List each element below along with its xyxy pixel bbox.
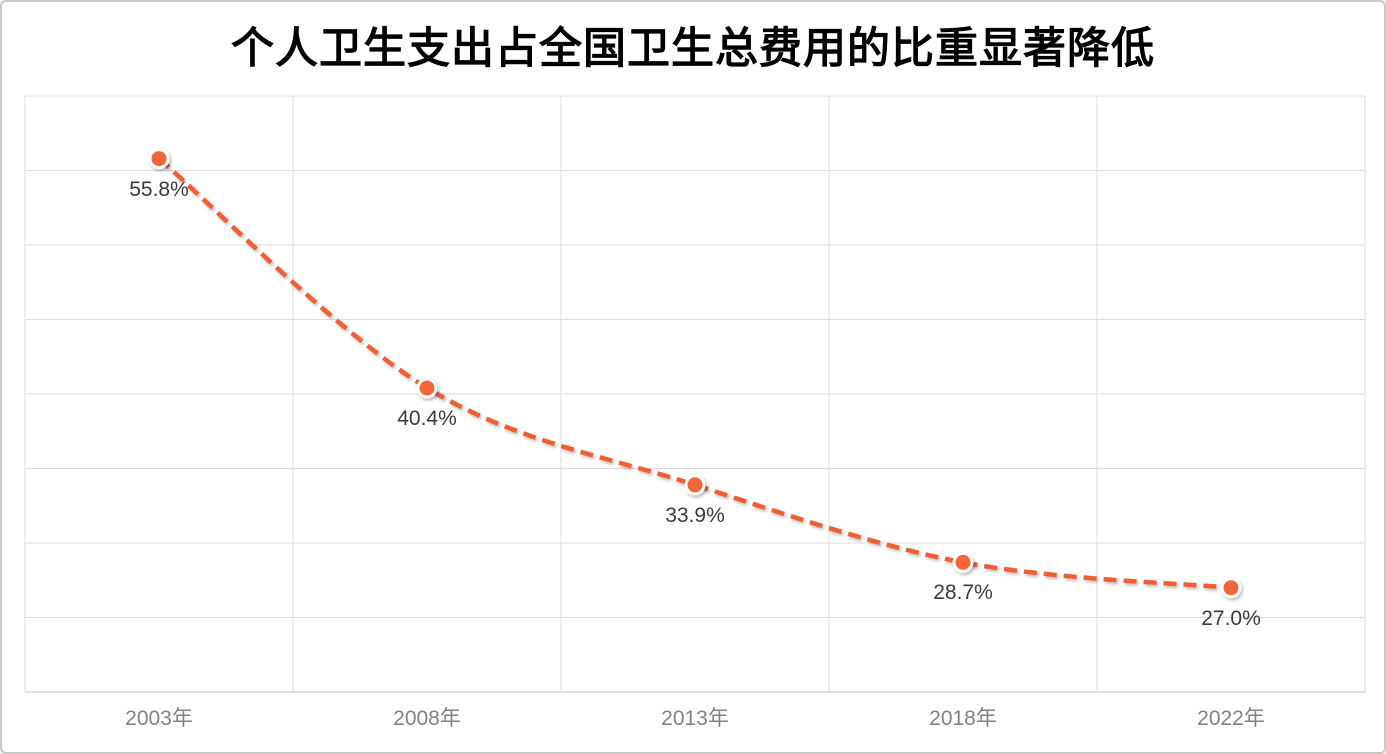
plot-area: 55.8% 40.4% 33.9% 28.7% 27.0% — [24, 95, 1366, 693]
data-label: 27.0% — [1201, 606, 1261, 630]
line-chart-svg — [24, 95, 1366, 693]
x-axis-tick-label: 2013年 — [661, 707, 729, 730]
data-point-marker — [955, 554, 971, 570]
x-axis-tick-label: 2008年 — [393, 707, 461, 730]
chart-title: 个人卫生支出占全国卫生总费用的比重显著降低 — [231, 25, 1155, 73]
x-axis-tick-label: 2022年 — [1197, 707, 1265, 730]
x-axis-labels: 2003年 2008年 2013年 2018年 2022年 — [25, 702, 1365, 732]
x-axis-tick-label: 2018年 — [929, 707, 997, 730]
data-label: 55.8% — [129, 177, 189, 201]
data-point-marker — [419, 380, 435, 396]
x-axis-tick-label: 2003年 — [125, 707, 193, 730]
data-label: 33.9% — [665, 503, 725, 527]
series-line — [157, 156, 1232, 590]
data-label: 40.4% — [397, 407, 457, 431]
data-point-marker — [687, 477, 703, 493]
data-point-marker — [1223, 580, 1239, 596]
data-label: 28.7% — [933, 581, 993, 605]
data-point-marker — [151, 151, 167, 167]
